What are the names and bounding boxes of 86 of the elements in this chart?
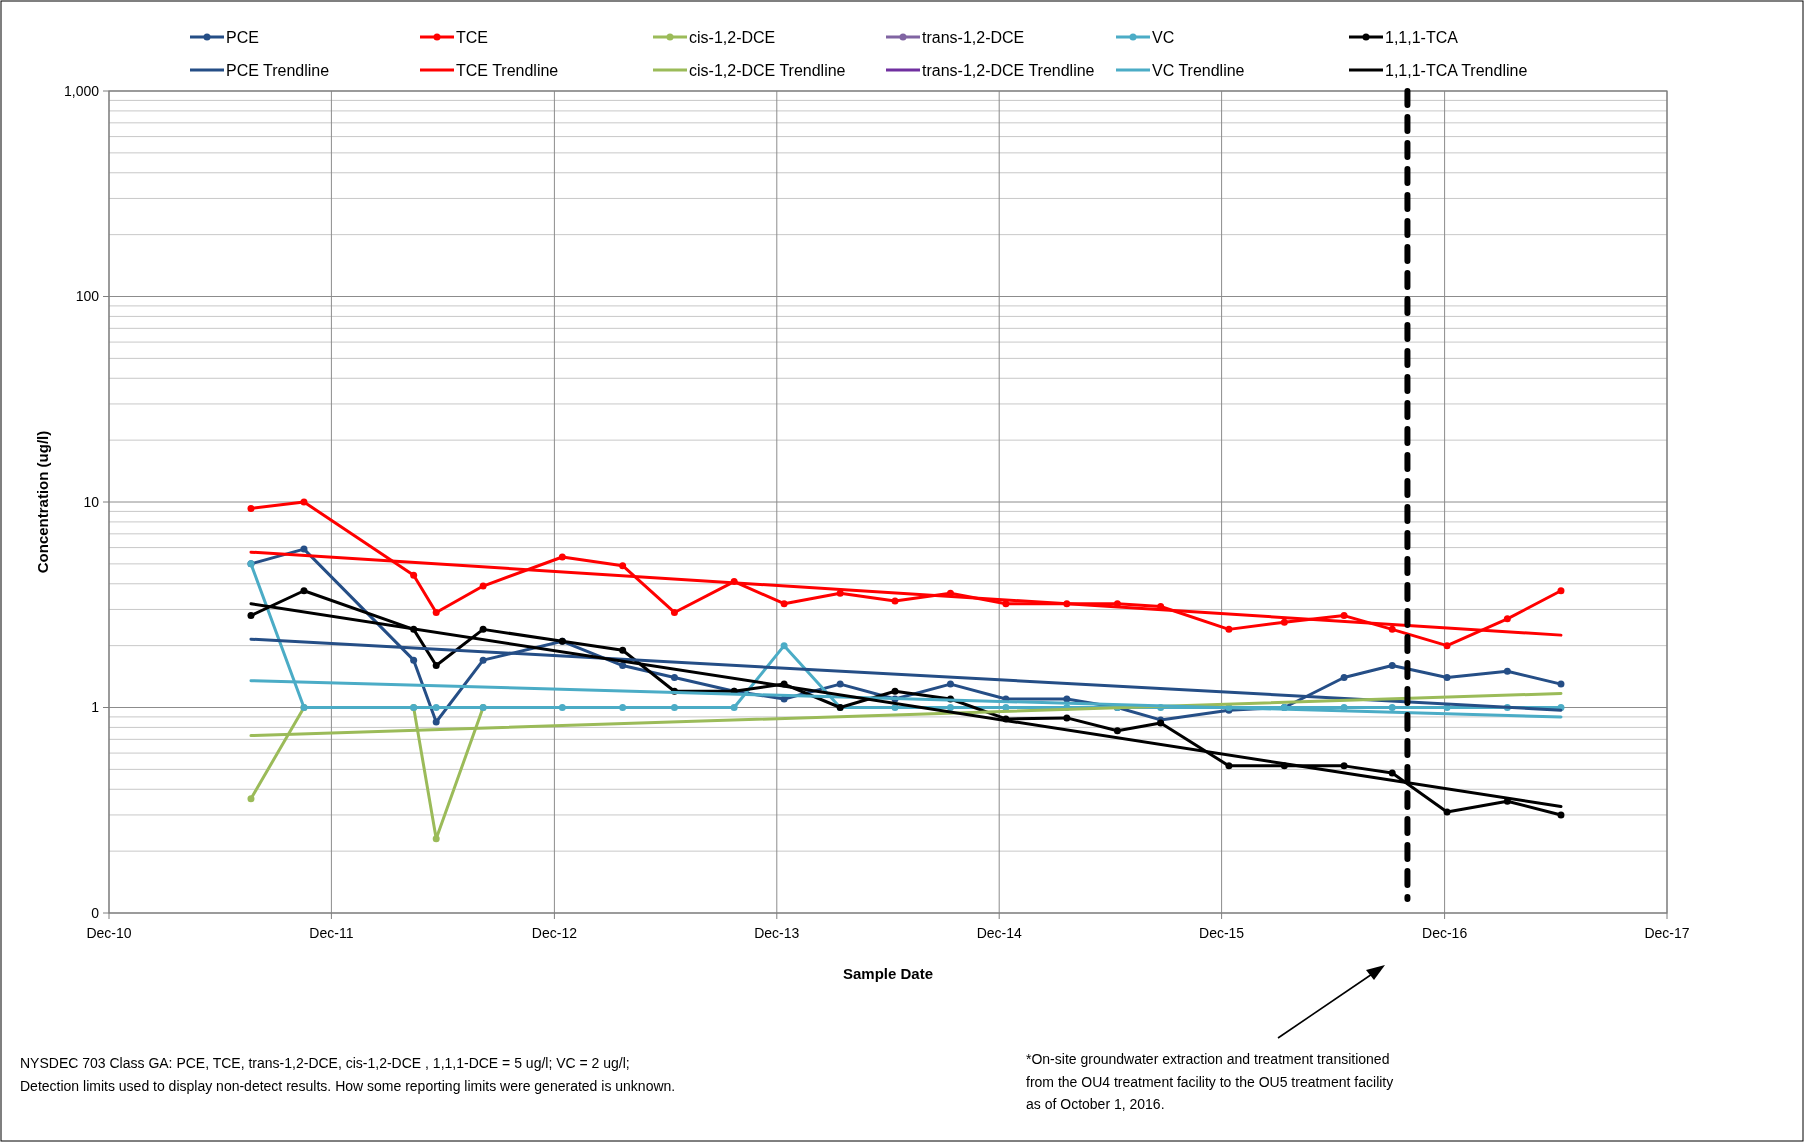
point: [780, 642, 788, 650]
point: [619, 704, 627, 711]
point: [891, 597, 899, 605]
point: [730, 704, 738, 711]
point: [432, 835, 440, 843]
point: [891, 687, 899, 695]
point: [946, 704, 954, 711]
point: [432, 662, 440, 670]
y-axis-title: Concentration (ug/l): [34, 430, 51, 574]
x-tick-label: Dec-11: [309, 925, 354, 941]
point: [479, 656, 487, 664]
point: [432, 704, 440, 711]
point: [891, 704, 899, 711]
point: [1557, 587, 1565, 595]
x-tick-label: Dec-14: [976, 925, 1022, 941]
point: [946, 680, 954, 688]
legend-label: VC: [1152, 28, 1175, 46]
point: [479, 582, 487, 590]
y-tick-label: 1,000: [63, 82, 100, 99]
point: [670, 608, 678, 616]
text: *On-site groundwater extraction and treatment transitioned from the OU4 treatment facility to the OU5 treatment facility as of October 1, 2016.: [1026, 1051, 1394, 1112]
x-tick-label: Dec-13: [754, 925, 800, 941]
point: [479, 625, 487, 633]
point: [1443, 642, 1451, 650]
x-tick-label: Dec-10: [86, 925, 132, 941]
y-tick-label: 100: [75, 288, 100, 305]
point: [1340, 673, 1348, 681]
legend-label: cis-1,2-DCE: [689, 28, 776, 46]
point: [300, 587, 308, 595]
legend-label: TCE Trendline: [456, 61, 559, 79]
x-tick-label: Dec-16: [1422, 925, 1468, 941]
point: [1388, 769, 1396, 777]
point: [1340, 762, 1348, 770]
point: [1225, 762, 1233, 770]
point: [1388, 625, 1396, 633]
point: [1340, 612, 1348, 620]
point: [619, 662, 627, 670]
point: [300, 545, 308, 553]
point: [1225, 625, 1233, 633]
point: [670, 704, 678, 711]
point: [432, 718, 440, 726]
point: [1503, 667, 1511, 675]
legend-label: trans-1,2-DCE: [922, 28, 1025, 46]
point: [1443, 673, 1451, 681]
text: Detection limits used to display non-detect results. How some reporting limits were generated is unknown.: [20, 1078, 676, 1094]
text: NYSDEC 703 Class GA: PCE, TCE, trans-1,2-DCE, cis-1,2-DCE , 1,1,1-DCE = 5 ug/l; VC = 2 ug/l;: [20, 1055, 630, 1071]
point: [410, 656, 418, 664]
point: [1002, 704, 1010, 711]
legend-label: trans-1,2-DCE Trendline: [922, 61, 1095, 79]
point: [410, 571, 418, 579]
point: [670, 673, 678, 681]
point: [1503, 615, 1511, 623]
point: [1443, 808, 1451, 816]
point: [1063, 695, 1071, 703]
legend-label: VC Trendline: [1152, 61, 1245, 79]
point: [1063, 714, 1071, 722]
legend-label: PCE: [226, 28, 259, 46]
point: [619, 562, 627, 570]
legend-label: cis-1,2-DCE Trendline: [689, 61, 846, 79]
point: [558, 553, 566, 561]
point: [836, 680, 844, 688]
legend-label: 1,1,1-TCA: [1385, 28, 1459, 46]
point: [247, 612, 255, 620]
x-axis-title: Sample Date: [842, 965, 934, 982]
legend-label: 1,1,1-TCA Trendline: [1385, 61, 1528, 79]
legend-label: TCE: [456, 28, 488, 46]
point: [247, 504, 255, 512]
point: [1557, 680, 1565, 688]
point: [247, 795, 255, 803]
point: [1557, 811, 1565, 819]
point: [432, 608, 440, 616]
x-tick-label: Dec-15: [1199, 925, 1245, 941]
point: [780, 600, 788, 608]
x-tick-label: Dec-12: [531, 925, 578, 941]
y-tick-label: 0: [91, 904, 100, 921]
point: [558, 704, 566, 711]
point: [300, 498, 308, 506]
point: [1388, 662, 1396, 670]
point: [1280, 618, 1288, 626]
point: [1388, 704, 1396, 711]
legend-label: PCE Trendline: [226, 61, 330, 79]
point: [1113, 727, 1121, 735]
y-tick-label: 10: [83, 493, 100, 510]
x-tick-label: Dec-17: [1644, 925, 1690, 941]
y-tick-label: 1: [91, 699, 100, 716]
point: [619, 646, 627, 654]
